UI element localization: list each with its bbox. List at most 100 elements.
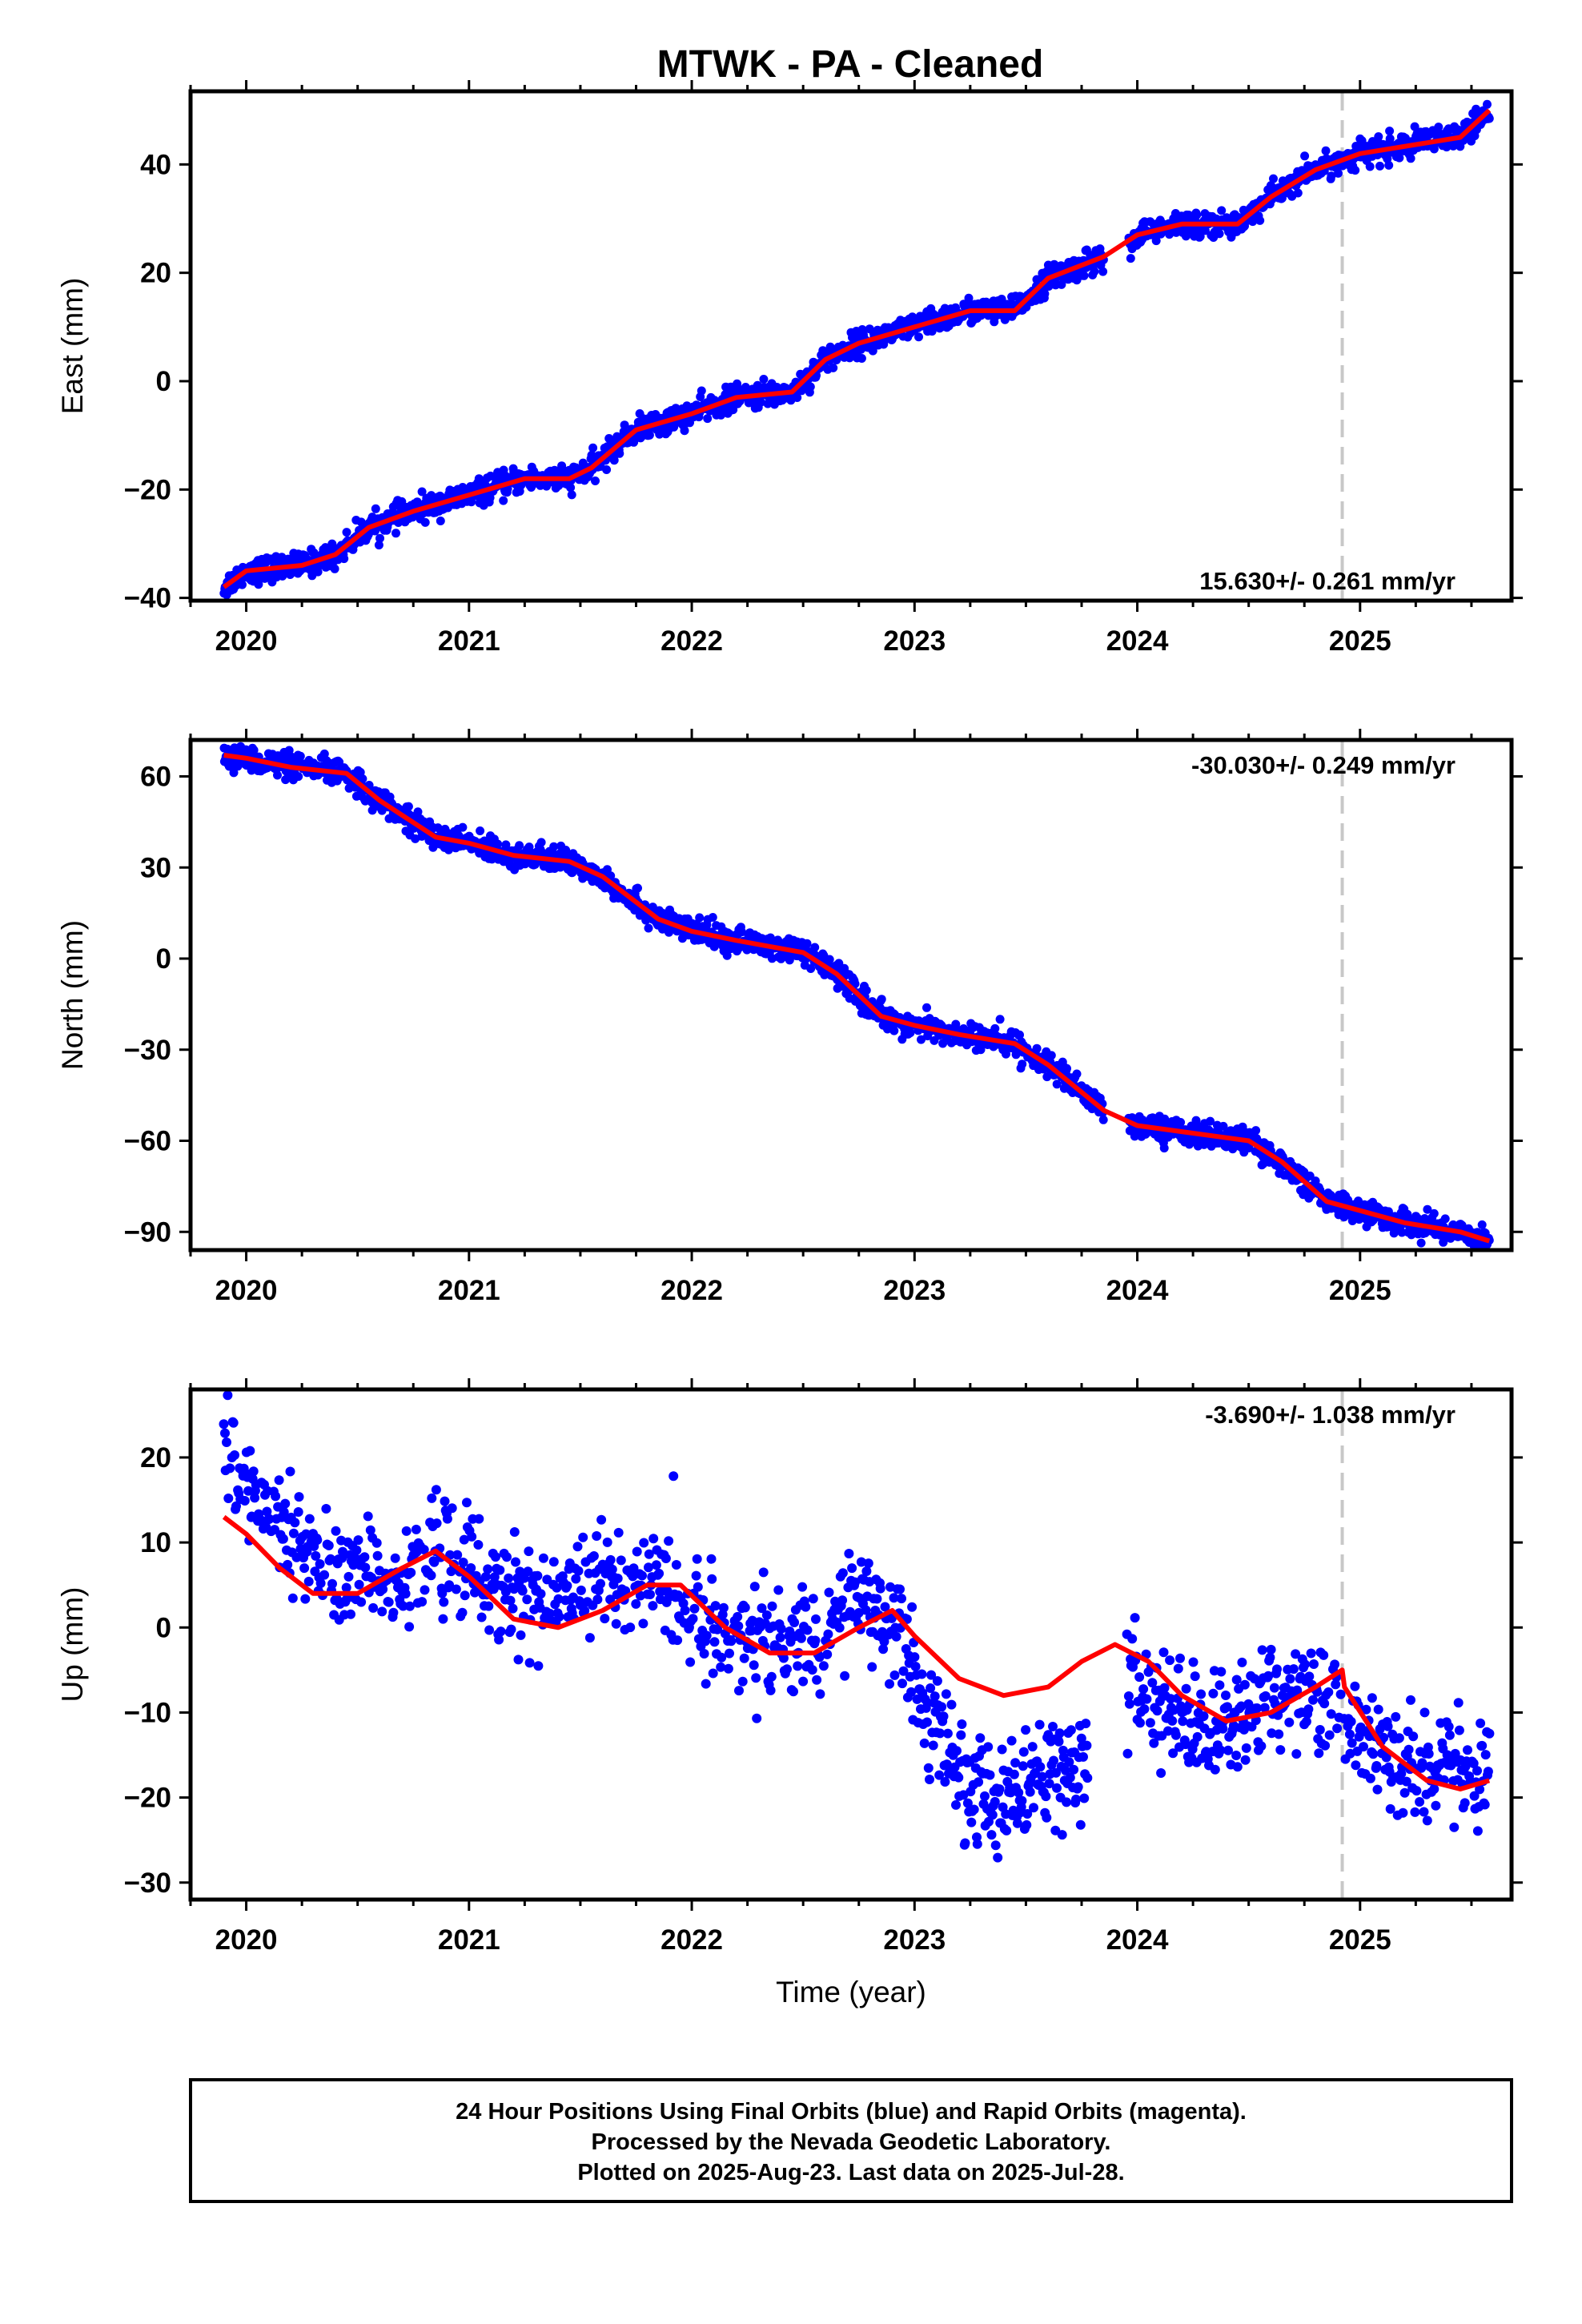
north-data-point [1046, 1051, 1056, 1060]
up-data-point [733, 1611, 743, 1622]
up-data-point [576, 1585, 586, 1595]
up-data-point [751, 1673, 761, 1683]
up-data-point [442, 1514, 452, 1524]
up-data-point [457, 1607, 468, 1618]
up-data-point [749, 1660, 759, 1671]
up-data-point [228, 1417, 239, 1428]
east-data-point [436, 517, 445, 525]
east-data-point [1217, 206, 1227, 215]
up-data-point [810, 1635, 821, 1646]
up-data-point [533, 1661, 544, 1671]
up-data-point [752, 1713, 762, 1723]
up-data-point [1025, 1787, 1035, 1797]
east-data-point [1406, 154, 1415, 163]
north-data-point [358, 774, 367, 783]
up-data-point [383, 1597, 394, 1607]
north-x-tick-label: 2020 [215, 1275, 278, 1306]
up-data-point [354, 1579, 364, 1590]
up-data-point [1347, 1738, 1357, 1748]
up-data-point [271, 1491, 281, 1502]
up-data-point [926, 1670, 937, 1680]
up-data-point [1165, 1655, 1175, 1666]
up-data-point [661, 1554, 671, 1563]
east-frame [188, 89, 1514, 603]
up-data-point [638, 1618, 648, 1629]
up-data-point [1027, 1742, 1038, 1752]
north-data-point [319, 749, 329, 758]
up-data-point [673, 1635, 683, 1646]
up-data-point [824, 1587, 834, 1598]
up-data-point [509, 1527, 520, 1537]
up-data-point [1175, 1653, 1185, 1663]
up-data-point [496, 1626, 506, 1637]
up-data-point [390, 1553, 400, 1563]
up-data-point [580, 1606, 590, 1616]
up-data-point [1173, 1663, 1183, 1674]
up-data-point [1346, 1716, 1356, 1727]
up-data-point [1062, 1797, 1072, 1807]
north-data-point [404, 802, 413, 811]
east-data-point [914, 332, 923, 342]
up-data-point [299, 1563, 310, 1574]
up-data-point [1180, 1739, 1191, 1750]
up-data-point [219, 1419, 229, 1429]
east-data-point [829, 363, 838, 372]
up-data-point [934, 1770, 945, 1780]
up-data-point [917, 1669, 927, 1679]
up-data-point [371, 1538, 382, 1548]
up-data-point [1065, 1772, 1075, 1783]
up-data-point [243, 1486, 254, 1496]
up-data-point [440, 1496, 450, 1506]
up-data-point [538, 1553, 548, 1563]
east-data-point [417, 487, 427, 497]
east-data-point [1215, 229, 1224, 239]
up-data-point [612, 1574, 623, 1583]
up-data-point [400, 1589, 411, 1599]
north-data-point [295, 751, 305, 761]
north-panel: 2020 2021 2022 2023 2024 2025−90−60−3003060No… [56, 729, 1523, 1306]
up-data-point [548, 1557, 559, 1567]
up-data-point [426, 1570, 436, 1581]
up-data-point [1139, 1704, 1150, 1715]
up-data-point [220, 1428, 230, 1438]
up-data-point [1035, 1762, 1046, 1772]
east-y-tick-label: −20 [124, 474, 171, 505]
up-data-point [491, 1552, 500, 1562]
up-data-point [863, 1558, 873, 1569]
up-points [219, 1390, 1495, 1863]
up-data-point [875, 1583, 885, 1594]
east-data-point [566, 483, 576, 493]
east-data-point [1090, 267, 1099, 276]
up-data-point [511, 1557, 520, 1567]
up-data-point [1014, 1787, 1024, 1798]
up-data-point [889, 1593, 899, 1603]
up-data-point [692, 1554, 702, 1564]
up-data-point [406, 1567, 416, 1578]
up-data-point [1344, 1729, 1355, 1739]
up-data-point [420, 1585, 430, 1595]
east-rate-annotation: 15.630+/- 0.261 mm/yr [1199, 567, 1456, 595]
up-data-point [315, 1578, 326, 1588]
up-data-point [351, 1545, 362, 1555]
north-x-tick-label: 2022 [661, 1275, 723, 1306]
east-data-point [1484, 114, 1494, 123]
up-data-point [1029, 1803, 1038, 1813]
up-data-point [1142, 1694, 1152, 1704]
up-data-point [941, 1689, 951, 1699]
north-x-tick-label: 2025 [1329, 1275, 1391, 1306]
up-data-point [363, 1511, 373, 1522]
up-data-point [489, 1572, 500, 1582]
up-data-point [1215, 1745, 1226, 1755]
up-data-point [536, 1589, 546, 1599]
north-data-point [1440, 1214, 1450, 1224]
up-data-point [578, 1532, 588, 1542]
up-data-point [635, 1590, 645, 1601]
up-data-point [778, 1653, 789, 1663]
up-data-point [818, 1661, 829, 1671]
up-data-point [1216, 1667, 1227, 1677]
north-data-point [1052, 1080, 1062, 1089]
east-data-point [420, 517, 430, 527]
east-x-tick-label: 2023 [883, 625, 946, 657]
east-data-point [717, 410, 725, 420]
up-data-point [283, 1559, 293, 1570]
